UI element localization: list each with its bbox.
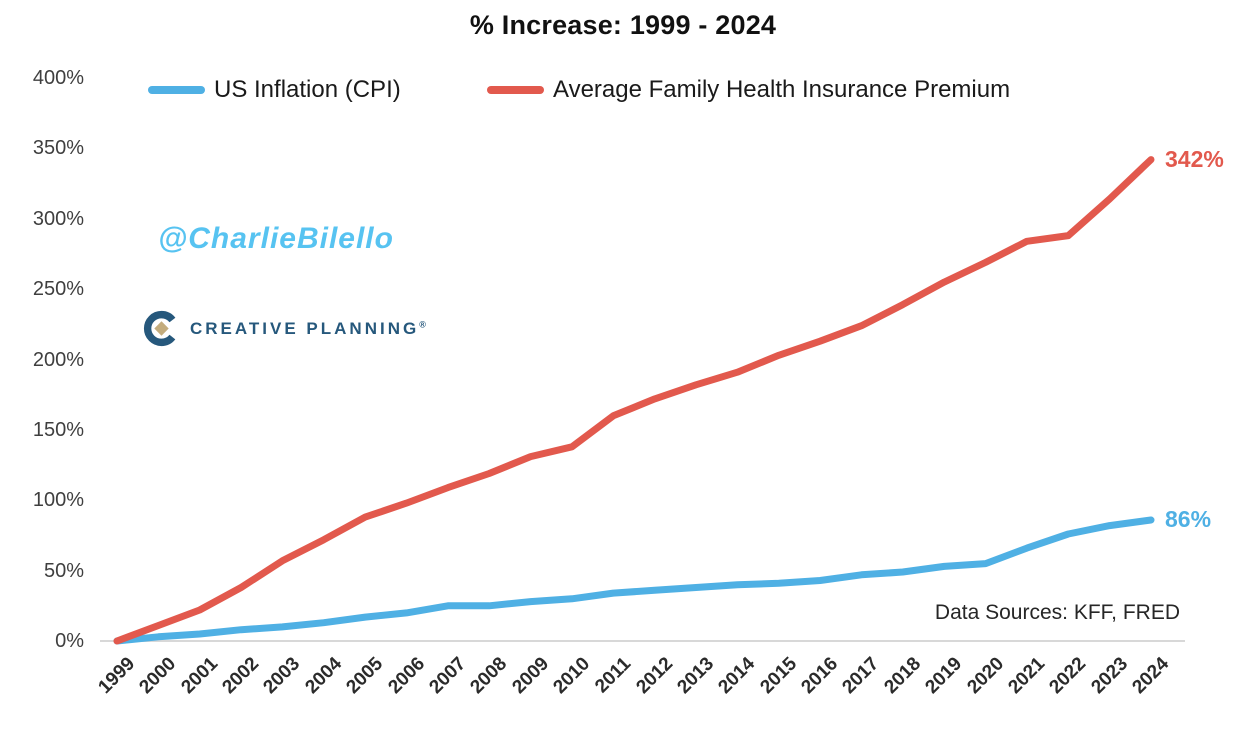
- data-sources-note: Data Sources: KFF, FRED: [934, 601, 1180, 624]
- y-tick-label: 0%: [55, 630, 84, 652]
- creative-planning-logo: CREATIVE PLANNING®: [143, 310, 426, 347]
- chart-title: % Increase: 1999 - 2024: [469, 10, 777, 40]
- y-tick-label: 350%: [32, 137, 84, 160]
- registered-mark: ®: [419, 318, 426, 329]
- y-tick-label: 150%: [32, 418, 84, 441]
- legend-label-cpi: US Inflation (CPI): [214, 76, 401, 103]
- premium-line: [113, 156, 1155, 645]
- legend-item-premium: Average Family Health Insurance Premium: [487, 74, 1010, 106]
- y-tick-label: 200%: [32, 348, 84, 371]
- y-tick-label: 400%: [32, 67, 84, 89]
- creative-planning-c-icon: [143, 310, 180, 347]
- cpi-line-swatch: [148, 86, 205, 94]
- y-tick-label: 100%: [32, 489, 84, 512]
- y-tick-label: 50%: [43, 559, 84, 582]
- y-tick-label: 250%: [32, 278, 84, 301]
- premium-line-swatch: [487, 86, 544, 94]
- brand-name-text: CREATIVE PLANNING: [190, 318, 420, 338]
- author-watermark: @CharlieBilello: [158, 222, 394, 255]
- creative-planning-wordmark: CREATIVE PLANNING®: [190, 319, 426, 339]
- legend-label-premium: Average Family Health Insurance Premium: [553, 76, 1011, 103]
- y-tick-label: 300%: [32, 207, 84, 230]
- legend-item-cpi: US Inflation (CPI): [148, 74, 401, 106]
- cpi-line: [113, 516, 1155, 645]
- premium-end-label: 342%: [1165, 145, 1224, 172]
- cpi-end-label: 86%: [1165, 505, 1212, 532]
